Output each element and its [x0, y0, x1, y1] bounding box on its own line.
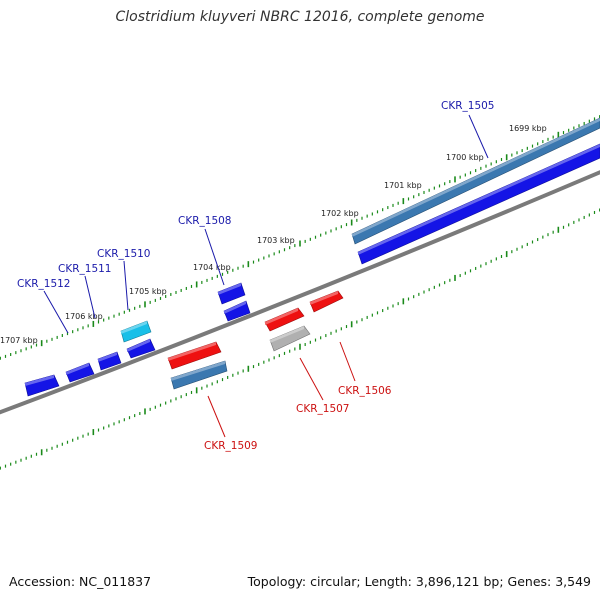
gene-ckr-1509[interactable] — [167, 341, 222, 370]
gene-ckr-1509b[interactable] — [170, 360, 228, 390]
scale-label-1707: 1707 kbp — [0, 336, 38, 345]
accession-text: Accession: NC_011837 — [9, 574, 152, 589]
inner-tick-row — [0, 208, 600, 470]
genome-summary-text: Topology: circular; Length: 3,896,121 bp… — [247, 574, 591, 589]
scale-label-1704: 1704 kbp — [193, 263, 231, 272]
gene-ckr-1513[interactable] — [24, 374, 60, 397]
gene-label-ckr-1508[interactable]: CKR_1508 — [178, 215, 231, 227]
label-leaders — [43, 114, 489, 438]
gene-label-ckr-1511[interactable]: CKR_1511 — [58, 263, 111, 275]
gene-ckr-1506[interactable] — [309, 290, 344, 313]
scale-label-1706: 1706 kbp — [65, 312, 103, 321]
scale-label-1699: 1699 kbp — [509, 124, 547, 133]
leader-ckr-1507 — [299, 357, 324, 401]
gene-label-ckr-1512[interactable]: CKR_1512 — [17, 278, 70, 290]
leader-ckr-1512 — [43, 290, 69, 334]
map-title: Clostridium kluyveri NBRC 12016, complet… — [115, 9, 485, 25]
gene-ckr-1511[interactable] — [97, 351, 122, 371]
gene-labels: CKR_1505 CKR_1508 CKR_1510 CKR_1511 CKR_… — [17, 100, 494, 452]
scale-label-1703: 1703 kbp — [257, 236, 295, 245]
gene-ckr-1507p[interactable] — [269, 325, 311, 352]
backbone-line — [0, 170, 600, 415]
gene-ckr-1510[interactable] — [120, 320, 152, 343]
scale-labels: 1699 kbp 1700 kbp 1701 kbp 1702 kbp 1703… — [0, 124, 547, 345]
gene-ckr-1510b[interactable] — [126, 338, 156, 359]
scale-label-1700: 1700 kbp — [446, 153, 484, 162]
scale-ticks — [0, 115, 600, 470]
feature-layer — [24, 117, 600, 397]
scale-label-1702: 1702 kbp — [321, 209, 359, 218]
gene-label-ckr-1505[interactable]: CKR_1505 — [441, 100, 494, 112]
gene-label-ckr-1509[interactable]: CKR_1509 — [204, 440, 257, 452]
scale-label-1701: 1701 kbp — [384, 181, 422, 190]
gene-ckr-1508b[interactable] — [223, 300, 251, 322]
gene-label-ckr-1506[interactable]: CKR_1506 — [338, 385, 392, 397]
leader-ckr-1505 — [468, 114, 489, 159]
gene-ckr-1508[interactable] — [217, 282, 246, 305]
leader-ckr-1509 — [207, 395, 226, 438]
gene-ckr-1512[interactable] — [65, 362, 95, 383]
backbone-layer — [0, 170, 600, 415]
outer-tick-row — [0, 115, 600, 360]
gene-label-ckr-1507[interactable]: CKR_1507 — [296, 403, 349, 415]
leader-ckr-1508 — [204, 228, 225, 286]
leader-ckr-1506 — [339, 341, 356, 382]
gene-label-ckr-1510[interactable]: CKR_1510 — [97, 248, 150, 260]
scale-label-1705: 1705 kbp — [129, 287, 167, 296]
gene-ckr-1507[interactable] — [264, 307, 305, 332]
leader-ckr-1511 — [84, 275, 96, 319]
gene-ckr-1505[interactable] — [351, 117, 600, 245]
gene-ckr-1505b[interactable] — [357, 143, 600, 265]
leader-ckr-1510 — [123, 260, 129, 311]
